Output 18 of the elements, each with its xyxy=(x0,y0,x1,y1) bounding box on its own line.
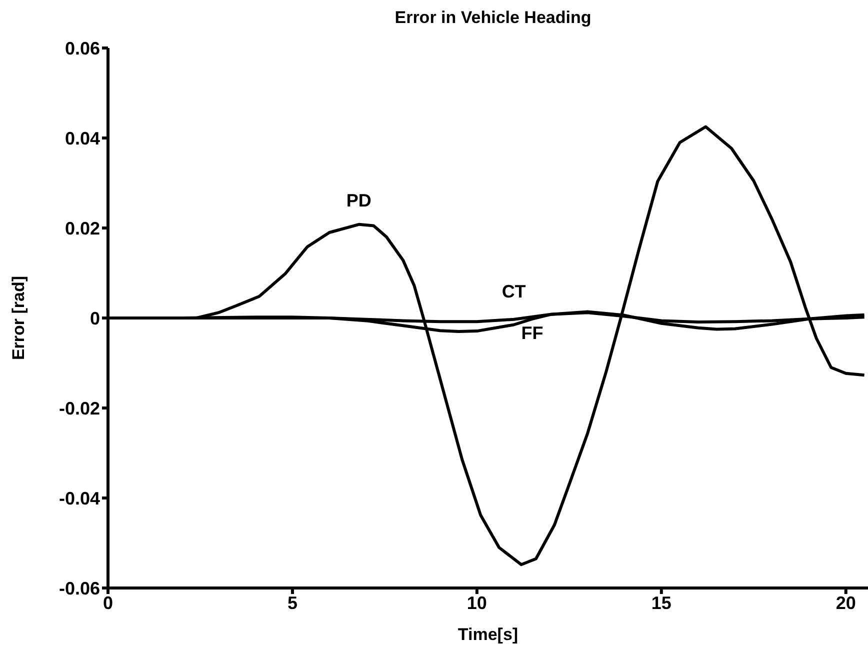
x-tick-label: 10 xyxy=(466,592,487,613)
x-tick-label: 5 xyxy=(287,592,298,613)
y-tick-label: 0.06 xyxy=(64,38,100,58)
y-tick-label: -0.02 xyxy=(58,398,100,418)
y-tick-label: 0.04 xyxy=(64,128,100,148)
y-tick-label: 0 xyxy=(90,308,100,328)
series-label: FF xyxy=(521,322,544,343)
x-tick-label: 20 xyxy=(836,592,856,613)
series-label: CT xyxy=(502,281,526,302)
y-axis-title: Error [rad] xyxy=(9,276,28,360)
chart-title: Error in Vehicle Heading xyxy=(394,8,592,29)
y-tick-label: -0.04 xyxy=(58,488,100,508)
y-tick-label: 0.02 xyxy=(64,218,100,238)
x-tick-label: 15 xyxy=(651,592,672,613)
x-tick-label: 0 xyxy=(102,592,114,613)
x-axis-title: Time[s] xyxy=(458,625,518,644)
series-label: PD xyxy=(346,190,372,210)
y-tick-label: -0.06 xyxy=(58,578,100,598)
